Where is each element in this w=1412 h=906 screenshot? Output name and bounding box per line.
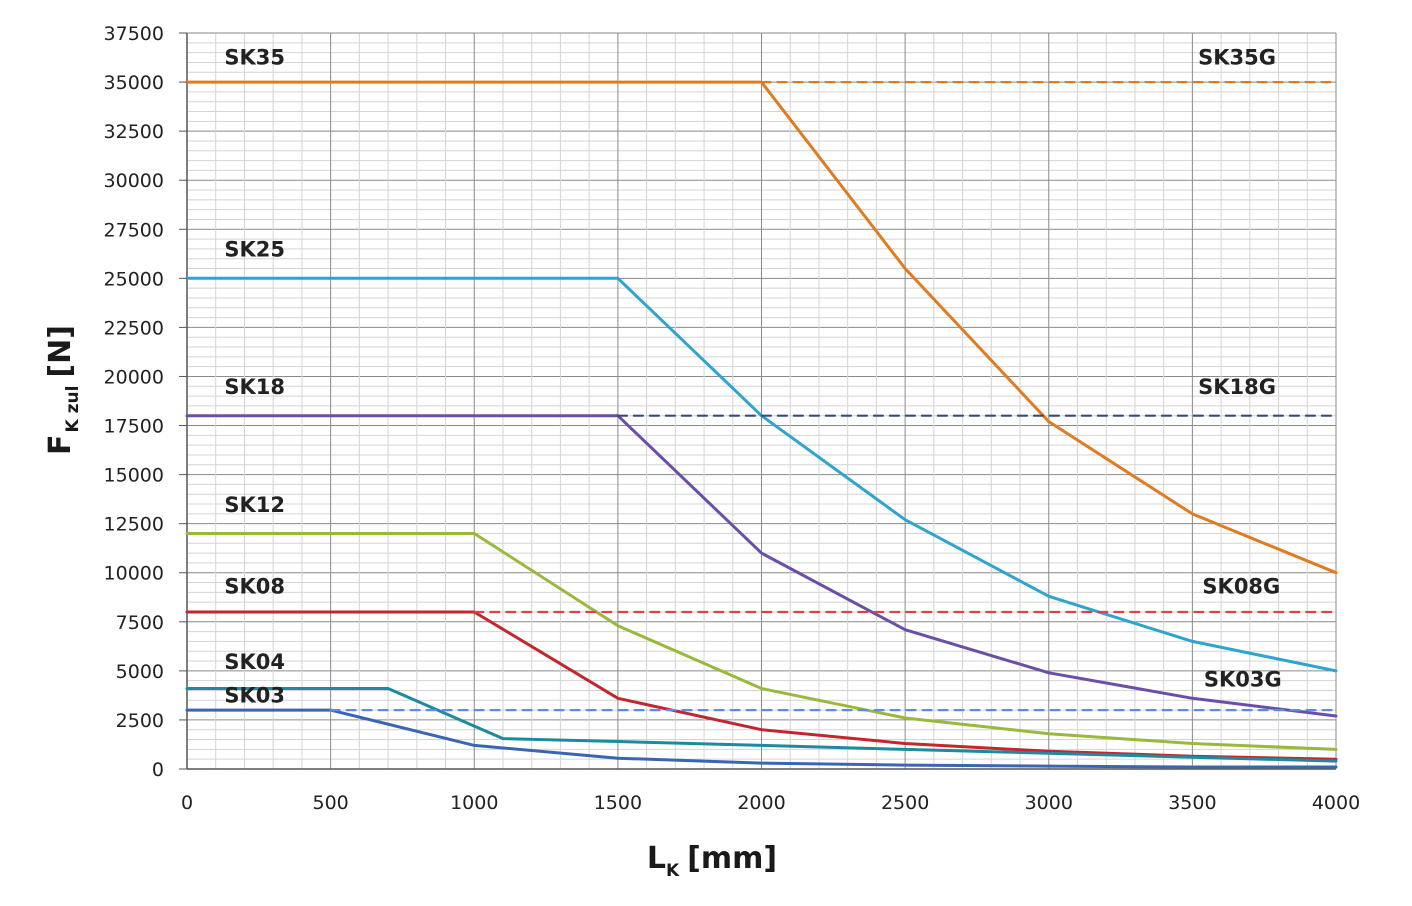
y-tick-label: 7500 bbox=[116, 612, 164, 634]
series-line-sk25 bbox=[185, 276, 1338, 673]
y-tick-label: 10000 bbox=[104, 563, 164, 585]
y-tick-label: 15000 bbox=[104, 465, 164, 487]
grid bbox=[186, 32, 1337, 770]
y-tick-label: 0 bbox=[152, 759, 164, 781]
series-label-sk35: SK35 bbox=[224, 45, 285, 69]
y-tick-label: 27500 bbox=[104, 219, 164, 241]
y-tick-label: 17500 bbox=[104, 416, 164, 438]
x-tick-label: 3500 bbox=[1168, 792, 1216, 814]
series-label-sk18: SK18 bbox=[224, 375, 285, 399]
y-tick-label: 2500 bbox=[116, 710, 164, 732]
series-label-sk03g: SK03G bbox=[1204, 668, 1282, 692]
y-tick-label: 5000 bbox=[116, 661, 164, 683]
series-label-sk08: SK08 bbox=[224, 574, 285, 598]
y-axis-title-sub: K zul bbox=[63, 386, 83, 433]
x-tick-label: 1500 bbox=[594, 792, 642, 814]
y-tick-label: 32500 bbox=[104, 121, 164, 143]
x-tick-label: 2000 bbox=[737, 792, 785, 814]
x-axis-title-unit: [mm] bbox=[687, 841, 777, 876]
y-tick-label: 12500 bbox=[104, 514, 164, 536]
series-labels: SK35 SK35G SK25 SK18 SK18G SK12 SK08 SK08G SK04 S… bbox=[224, 45, 1281, 707]
y-tick-label: 37500 bbox=[104, 23, 164, 45]
series-line-sk04 bbox=[185, 687, 1338, 763]
series-label-sk18g: SK18G bbox=[1198, 375, 1276, 399]
y-tick-label: 30000 bbox=[104, 170, 164, 192]
series-label-sk04: SK04 bbox=[224, 650, 285, 674]
series-lines bbox=[185, 80, 1338, 769]
y-tick-label: 22500 bbox=[104, 317, 164, 339]
x-axis-title: LK [mm] bbox=[647, 841, 777, 881]
x-axis-title-sub: K bbox=[666, 861, 680, 881]
y-axis-title: FK zul [N] bbox=[43, 325, 83, 455]
y-tick-labels: 0 2500 5000 7500 10000 12500 15000 17500 20000 22… bbox=[104, 23, 187, 781]
y-tick-label: 35000 bbox=[104, 72, 164, 94]
x-tick-label: 3000 bbox=[1025, 792, 1073, 814]
series-line-sk35 bbox=[185, 80, 1338, 575]
series-label-sk03: SK03 bbox=[224, 683, 285, 707]
x-tick-labels: 0 500 1000 1500 2000 2500 3000 3500 4000 bbox=[181, 792, 1360, 814]
x-tick-label: 2500 bbox=[881, 792, 929, 814]
x-tick-label: 0 bbox=[181, 792, 193, 814]
y-tick-label: 20000 bbox=[104, 366, 164, 388]
series-label-sk35g: SK35G bbox=[1198, 45, 1276, 69]
x-tick-label: 500 bbox=[312, 792, 348, 814]
series-line-sk12 bbox=[185, 532, 1338, 751]
y-axis-title-main: F bbox=[43, 434, 78, 455]
series-label-sk08g: SK08G bbox=[1202, 574, 1280, 598]
series-line-sk03 bbox=[185, 708, 1338, 769]
series-label-sk25: SK25 bbox=[224, 238, 285, 262]
series-label-sk12: SK12 bbox=[224, 493, 285, 517]
x-axis-title-main: L bbox=[647, 841, 666, 876]
y-axis-title-unit: [N] bbox=[43, 325, 78, 378]
x-tick-label: 1000 bbox=[450, 792, 498, 814]
y-tick-label: 25000 bbox=[104, 268, 164, 290]
x-tick-label: 4000 bbox=[1312, 792, 1360, 814]
